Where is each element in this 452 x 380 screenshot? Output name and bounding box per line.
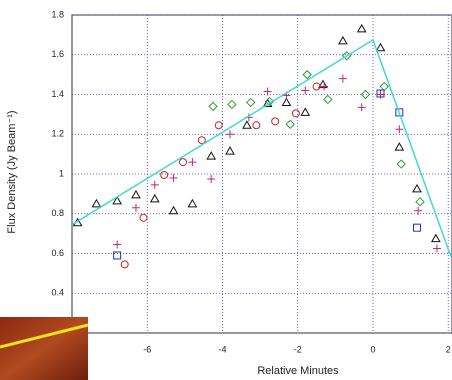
- triangle-point: [225, 146, 235, 155]
- plus-point: [169, 173, 178, 182]
- circle-point: [197, 136, 206, 145]
- y-tick-label: 1.8: [51, 9, 64, 19]
- y-tick-label: 1.4: [51, 89, 64, 99]
- circle-point: [252, 121, 261, 130]
- fit-line: [71, 38, 452, 257]
- plus-point: [226, 130, 235, 139]
- y-tick-label: 0.6: [51, 248, 64, 258]
- square-point: [395, 108, 404, 117]
- diamond-point: [360, 89, 371, 100]
- plus-point: [150, 180, 159, 189]
- triangle-point: [91, 198, 102, 208]
- circle-point: [139, 213, 148, 222]
- y-tick-label: 1: [59, 168, 64, 178]
- diamond-point: [285, 119, 295, 130]
- y-tick-label: 1.2: [51, 129, 64, 139]
- triangle-point: [338, 35, 348, 45]
- plus-point: [301, 86, 310, 95]
- diamond-point: [264, 96, 275, 107]
- diamond-point: [415, 197, 425, 207]
- pointer-line: [0, 323, 89, 349]
- triangle-point: [206, 151, 217, 160]
- x-tick-label: 2: [446, 344, 451, 354]
- x-tick-label: -4: [218, 344, 226, 354]
- triangle-point: [131, 189, 141, 199]
- triangle-point: [375, 42, 386, 52]
- circle-point: [271, 117, 280, 126]
- square-point: [113, 251, 122, 260]
- plus-point: [131, 203, 140, 212]
- triangle-point: [318, 79, 328, 89]
- triangle-point: [242, 120, 252, 129]
- y-tick-label: 0.8: [51, 208, 64, 218]
- triangle-point: [187, 198, 198, 208]
- triangle-point: [394, 142, 405, 151]
- triangle-point: [112, 195, 123, 205]
- circle-point: [178, 158, 187, 167]
- plus-point: [320, 82, 329, 91]
- triangle-point: [300, 107, 311, 116]
- square-point: [376, 89, 385, 98]
- x-tick-label: 0: [370, 344, 375, 354]
- x-axis-title: Relative Minutes: [257, 365, 339, 377]
- plus-point: [395, 125, 404, 134]
- diamond-point: [396, 159, 406, 169]
- circle-point: [120, 260, 129, 269]
- plus-point: [414, 206, 423, 215]
- plus-point: [263, 87, 272, 96]
- triangle-point: [356, 23, 367, 33]
- x-tick-label: -2: [294, 344, 302, 354]
- diamond-point: [246, 97, 256, 108]
- y-tick-label: 0.4: [51, 288, 64, 298]
- inset-image: [0, 317, 88, 380]
- plus-point: [113, 240, 122, 249]
- y-axis-title: Flux Density (Jy Beam⁻¹): [6, 110, 18, 233]
- triangle-point: [149, 193, 160, 203]
- circle-point: [291, 109, 300, 118]
- x-tick-label: -6: [143, 344, 151, 354]
- diamond-point: [227, 99, 237, 110]
- diamond-point: [323, 94, 333, 105]
- circle-point: [214, 121, 223, 130]
- triangle-point: [168, 205, 179, 215]
- square-point: [413, 223, 422, 232]
- circle-point: [312, 82, 321, 91]
- plus-point: [432, 244, 441, 253]
- plus-point: [207, 174, 216, 183]
- plus-point: [338, 74, 347, 83]
- diamond-point: [302, 69, 312, 80]
- diamond-point: [208, 101, 218, 112]
- plus-point: [357, 103, 366, 112]
- triangle-point: [281, 97, 292, 106]
- plus-point: [188, 158, 197, 167]
- triangle-point: [430, 233, 441, 243]
- y-tick-label: 1.6: [51, 49, 64, 59]
- triangle-point: [412, 183, 422, 193]
- circle-point: [160, 170, 169, 179]
